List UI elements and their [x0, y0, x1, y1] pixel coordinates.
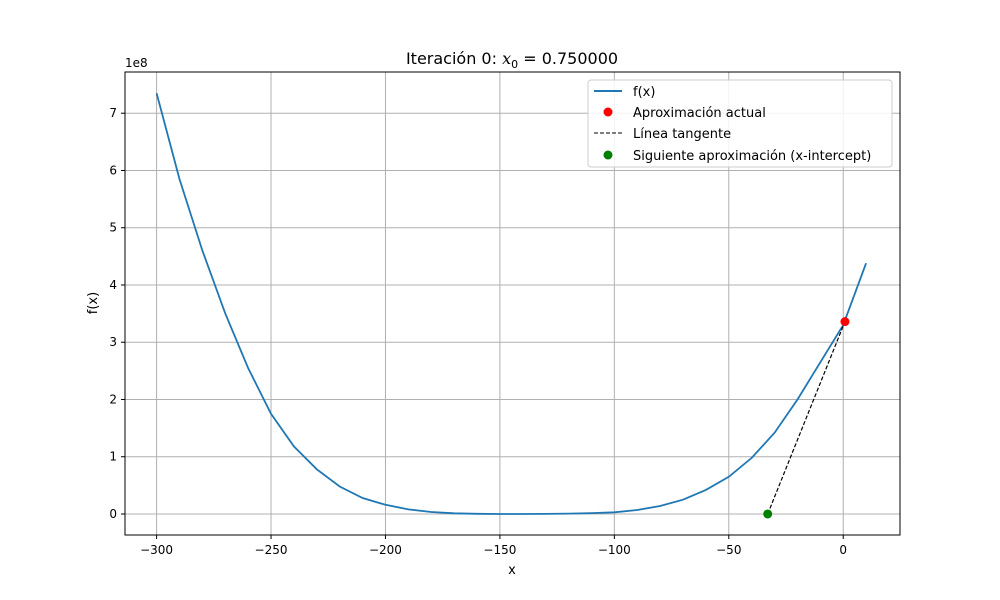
x-tick-label: −150 [483, 543, 516, 557]
y-tick-label: 6 [109, 163, 117, 177]
axis-ticks: −300 −250 −200 −150 −100 −50 0 0 1 2 3 4 5 6 7 [109, 106, 847, 557]
y-tick-label: 2 [109, 392, 117, 406]
x-axis-label: x [508, 563, 516, 578]
legend-label-next: Siguiente aproximación (x-intercept) [633, 149, 871, 164]
y-tick-label: 4 [109, 278, 117, 292]
legend-box [587, 79, 893, 168]
function-curve [155, 92, 867, 515]
next-approximation-point [763, 509, 773, 519]
plot-area [155, 92, 867, 519]
x-tick-label: −50 [716, 543, 741, 557]
legend: f(x) Aproximación actual Línea tangente … [587, 79, 893, 168]
tangent-line [767, 321, 846, 515]
y-axis-label: f(x) [86, 292, 101, 314]
legend-label-tangent: Línea tangente [633, 127, 731, 142]
chart-title: Iteración 0: x0 = 0.750000 [406, 49, 618, 71]
legend-label-f: f(x) [633, 85, 655, 100]
legend-label-current: Aproximación actual [633, 106, 766, 121]
y-tick-label: 1 [109, 450, 117, 464]
y-tick-label: 5 [109, 221, 117, 235]
y-offset-label: 1e8 [125, 56, 148, 70]
current-approximation-point [840, 317, 850, 327]
legend-marker-current [603, 107, 613, 117]
x-tick-label: −250 [255, 543, 288, 557]
x-tick-label: −100 [598, 543, 631, 557]
axes-frame [124, 71, 901, 536]
y-tick-label: 0 [109, 507, 117, 521]
x-tick-label: −300 [140, 543, 173, 557]
x-tick-label: −200 [369, 543, 402, 557]
legend-marker-next [603, 150, 613, 160]
y-tick-label: 7 [109, 106, 117, 120]
x-tick-label: 0 [839, 543, 847, 557]
y-tick-label: 3 [109, 335, 117, 349]
